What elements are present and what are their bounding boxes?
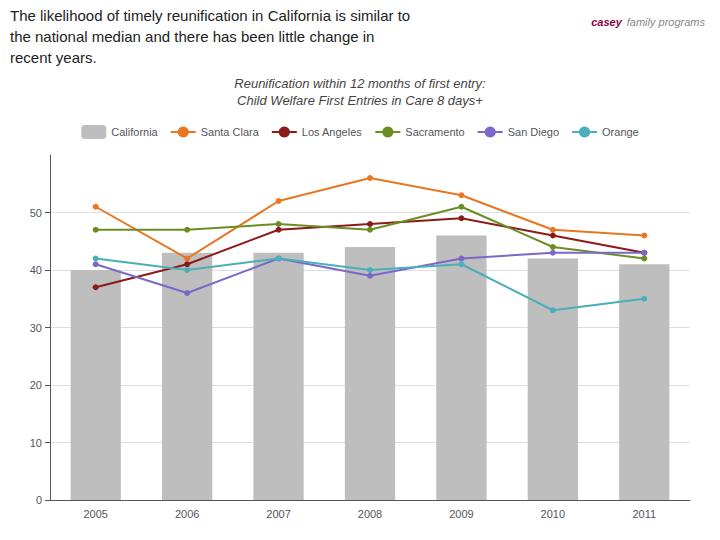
svg-text:2009: 2009 [449,508,473,520]
svg-text:casey: casey [591,16,622,28]
svg-text:2005: 2005 [83,508,107,520]
svg-text:2006: 2006 [175,508,199,520]
svg-text:2007: 2007 [266,508,290,520]
svg-text:Sacramento: Sacramento [405,126,464,138]
svg-text:Reunification within 12 months: Reunification within 12 months of first … [234,76,486,91]
svg-text:40: 40 [30,264,42,276]
svg-text:2008: 2008 [358,508,382,520]
svg-text:family programs: family programs [627,16,706,28]
svg-text:Los Angeles: Los Angeles [302,126,362,138]
svg-text:recent years.: recent years. [10,49,97,66]
svg-text:2010: 2010 [541,508,565,520]
svg-text:2011: 2011 [632,508,656,520]
svg-text:the national median and there: the national median and there has been l… [10,28,374,45]
svg-text:0: 0 [36,494,42,506]
svg-text:San Diego: San Diego [508,126,559,138]
svg-text:Orange: Orange [602,126,639,138]
svg-text:30: 30 [30,322,42,334]
svg-text:California: California [111,126,158,138]
svg-text:Santa Clara: Santa Clara [201,126,260,138]
svg-text:The likelihood of timely reuni: The likelihood of timely reunification i… [10,7,410,24]
svg-text:20: 20 [30,379,42,391]
svg-text:50: 50 [30,207,42,219]
svg-text:Child Welfare First Entries in: Child Welfare First Entries in Care 8 da… [237,93,483,108]
svg-text:10: 10 [30,437,42,449]
